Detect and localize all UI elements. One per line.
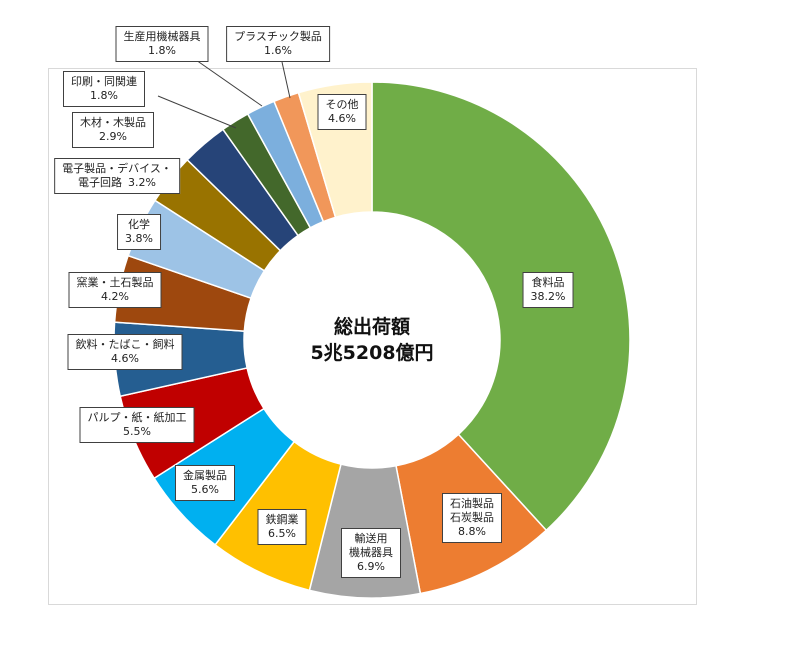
data-label: 食料品 38.2% [522,272,574,308]
value-label: 3.8% [125,232,153,245]
data-label: 輸送用 機械器具 6.9% [341,528,401,578]
value-label: 4.6% [111,352,139,365]
value-label: 6.9% [357,560,385,573]
value-label: 8.8% [458,525,486,538]
value-label: 4.6% [328,112,356,125]
value-label: 2.9% [99,130,127,143]
data-label: 生産用機械器具 1.8% [115,26,209,62]
category-label: 金属製品 [183,469,227,482]
data-label: 窯業・土石製品 4.2% [68,272,162,308]
data-label: 印刷・同関連 1.8% [63,71,145,107]
category-label: プラスチック製品 [234,30,322,43]
value-label: 6.5% [268,527,296,540]
category-label: 石油製品 石炭製品 [450,497,494,524]
category-label: 化学 [127,218,150,231]
category-label: 飲料・たばこ・飼料 [75,338,175,351]
data-label: 鉄鋼業 6.5% [257,509,307,545]
donut-slice [371,81,631,532]
category-label: 輸送用 機械器具 [349,532,393,559]
category-label: 食料品 [531,276,565,289]
data-label: パルプ・紙・紙加工 5.5% [79,407,195,443]
data-label: 化学 3.8% [117,214,161,250]
value-label: 1.6% [264,44,292,57]
leader-line [157,95,237,129]
leader-line [281,61,291,99]
data-label: 木材・木製品 2.9% [72,112,154,148]
data-label: 飲料・たばこ・飼料 4.6% [67,334,183,370]
value-label: 5.5% [123,425,151,438]
value-label: 1.8% [148,44,176,57]
value-label: 1.8% [90,89,118,102]
data-label: 電子製品・デバイス・ 電子回路 3.2% [54,158,180,194]
value-label: 38.2% [530,290,566,303]
data-label: 石油製品 石炭製品 8.8% [442,493,502,543]
data-label: 金属製品 5.6% [175,465,235,501]
category-label: 印刷・同関連 [71,75,137,88]
category-label: 生産用機械器具 [123,30,201,43]
category-label: 窯業・土石製品 [76,276,154,289]
value-label: 3.2% [128,176,156,189]
value-label: 5.6% [191,483,219,496]
category-label: 木材・木製品 [80,116,146,129]
value-label: 4.2% [101,290,129,303]
category-label: パルプ・紙・紙加工 [87,411,187,424]
leader-line [195,59,263,107]
category-label: 鉄鋼業 [265,513,299,526]
data-label: その他 4.6% [317,94,367,130]
plot-area [48,68,697,605]
category-label: 電子製品・デバイス・ 電子回路 [62,162,172,189]
data-label: プラスチック製品 1.6% [226,26,330,62]
center-label: 総出荷額 5兆5208億円 [310,316,434,364]
category-label: その他 [325,98,359,111]
